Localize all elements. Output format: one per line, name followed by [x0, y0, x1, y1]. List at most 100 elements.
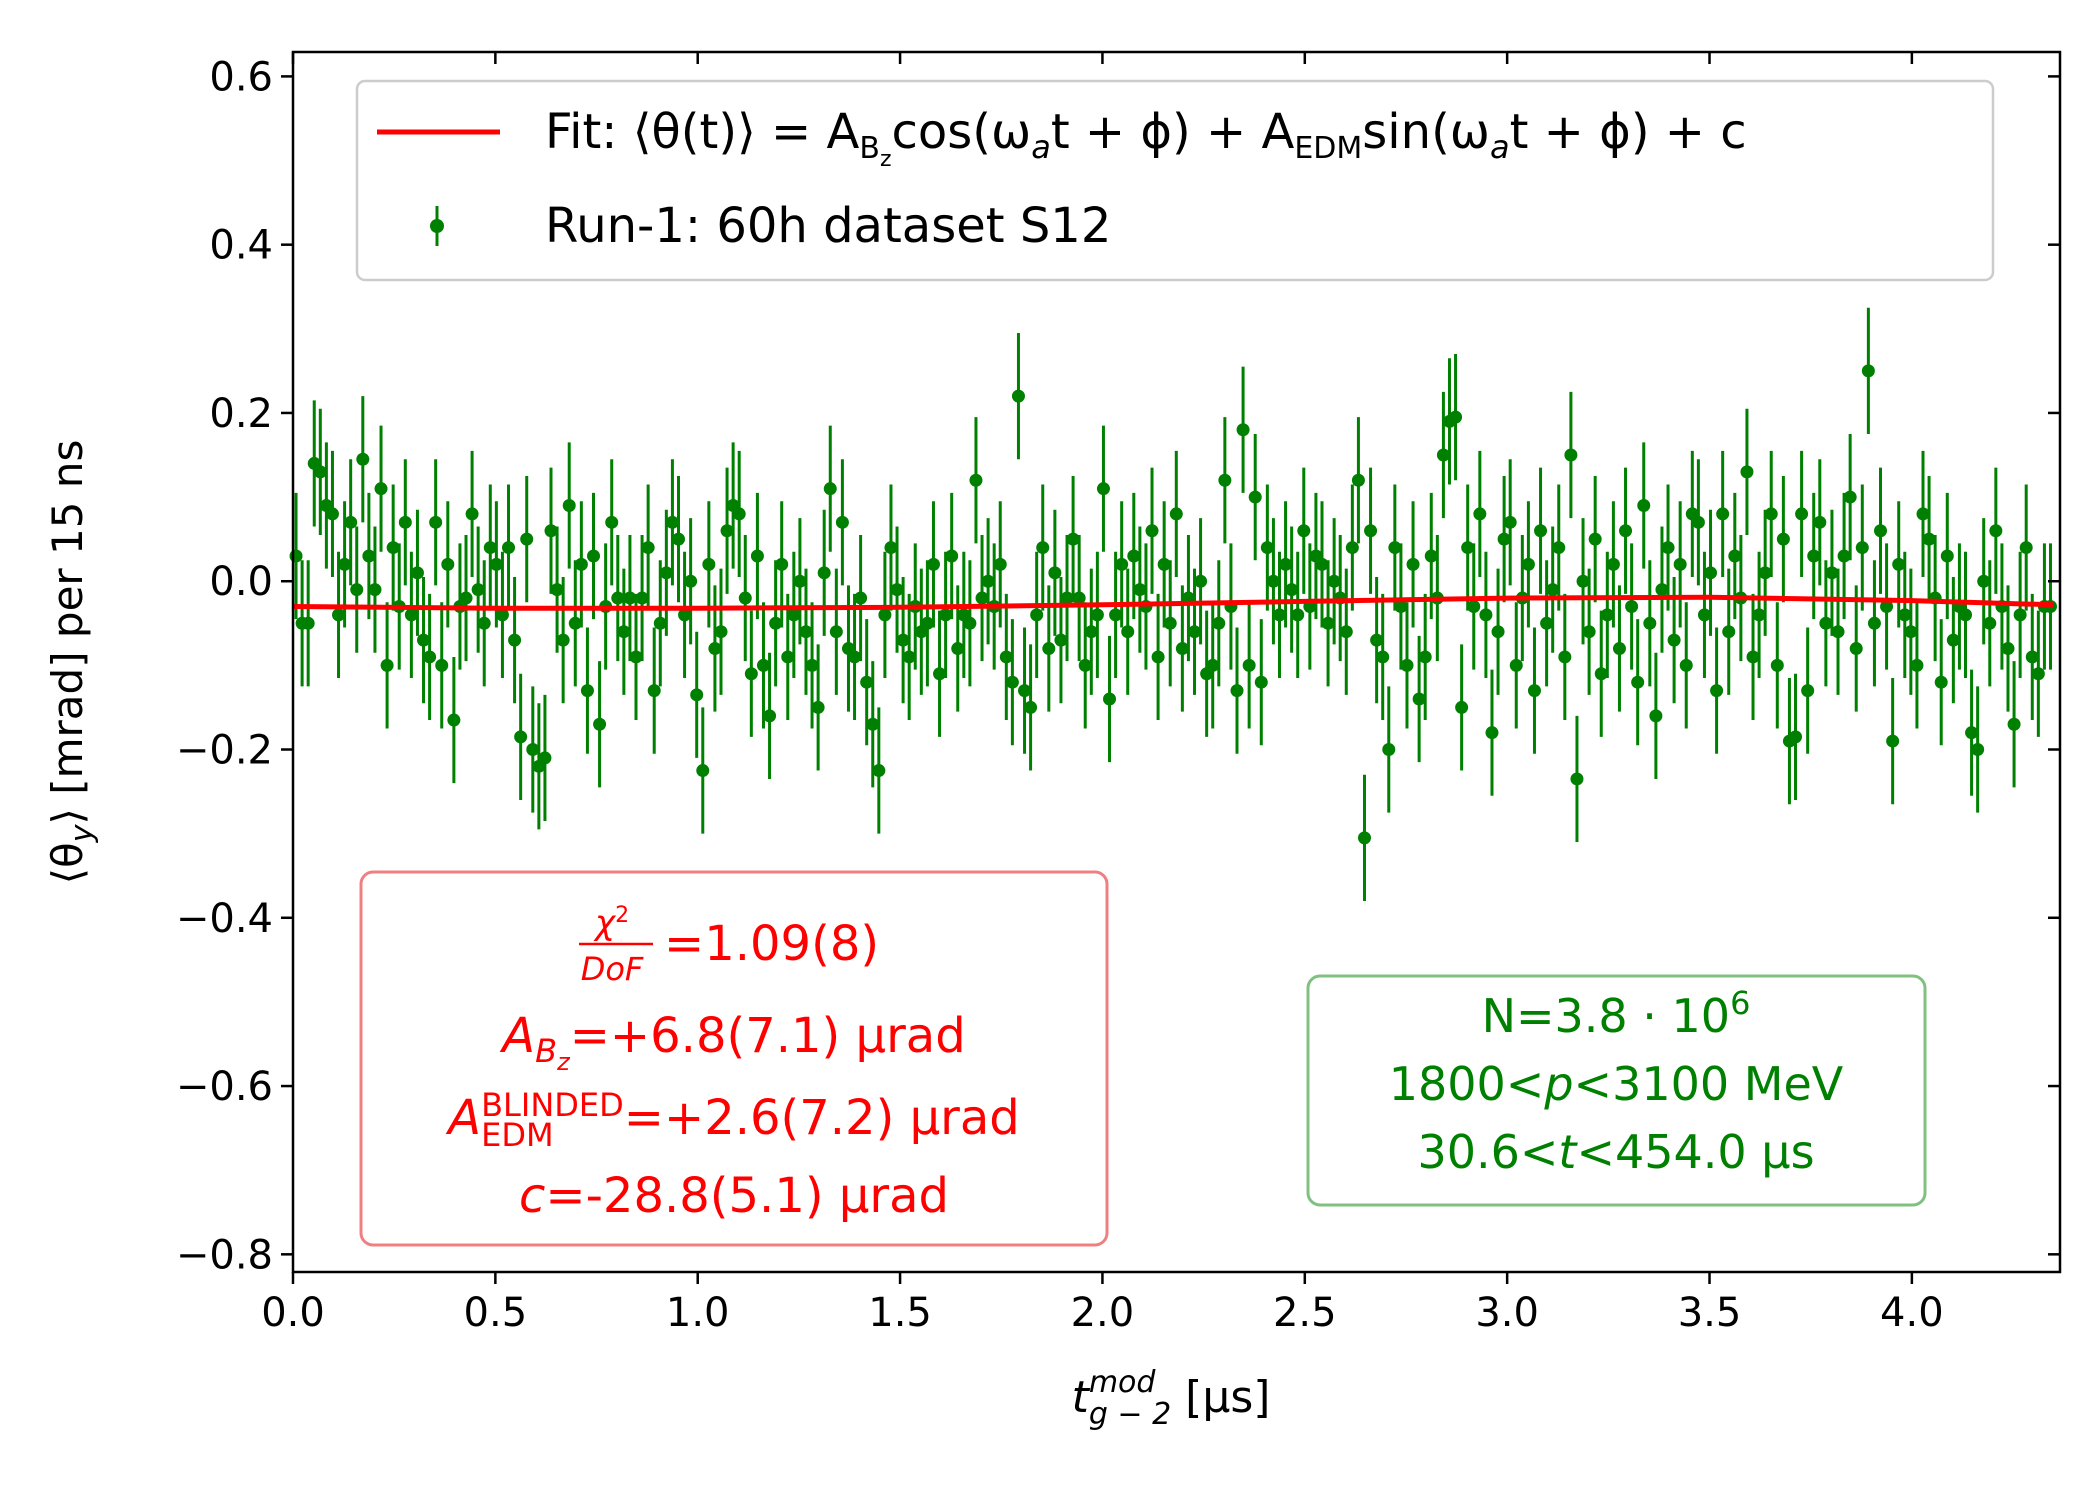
- data-point: [417, 633, 431, 647]
- data-point: [1467, 599, 1481, 613]
- data-point: [1206, 658, 1220, 672]
- legend-part: Fit: ⟨θ(t)⟩ = A: [545, 104, 860, 160]
- data-point: [441, 557, 455, 571]
- data-point: [1479, 608, 1493, 622]
- data-point: [1418, 650, 1432, 664]
- data-point: [1716, 507, 1730, 521]
- data-point: [587, 549, 601, 563]
- x-tick-label: 1.0: [666, 1290, 730, 1336]
- legend-part: B: [859, 131, 880, 166]
- data-point: [781, 650, 795, 664]
- data-point: [1540, 616, 1554, 630]
- legend-part: z: [880, 147, 892, 172]
- data-point: [999, 650, 1013, 664]
- data-point: [641, 541, 655, 555]
- legend-entry: Fit: ⟨θ(t)⟩ = ABzcos(ωat + ϕ) + AEDMsin(…: [545, 104, 1747, 172]
- annotation-text: 1800<p<3100 MeV: [1389, 1057, 1844, 1111]
- data-point: [1722, 625, 1736, 639]
- data-point: [647, 684, 661, 698]
- data-point: [1564, 448, 1578, 462]
- data-point: [1619, 524, 1633, 538]
- data-point: [690, 688, 704, 702]
- legend-marker-swatch: [430, 219, 444, 233]
- data-point: [386, 541, 400, 555]
- data-point: [629, 650, 643, 664]
- data-point: [1977, 574, 1991, 588]
- data-point: [1327, 574, 1341, 588]
- annotation-part: BLINDED: [481, 1086, 624, 1124]
- data-point: [1746, 650, 1760, 664]
- data-point: [1060, 591, 1074, 605]
- data-point: [708, 642, 722, 656]
- data-point: [1600, 608, 1614, 622]
- data-point: [1497, 532, 1511, 546]
- data-point: [854, 591, 868, 605]
- data-point: [1109, 608, 1123, 622]
- data-point: [2025, 650, 2039, 664]
- annotation-part: t: [1558, 1125, 1578, 1179]
- fit-line: [292, 594, 2054, 611]
- data-point: [1837, 549, 1851, 563]
- data-point: [1103, 692, 1117, 706]
- annotation-part: 1800<: [1389, 1057, 1545, 1111]
- dataset-box: N=3.8 · 106 1800<p<3100 MeV 30.6<t<454.0…: [1306, 974, 1927, 1207]
- y-tick-label: −0.8: [176, 1232, 273, 1278]
- data-point: [1503, 515, 1517, 529]
- x-tick-label: 2.5: [1273, 1290, 1337, 1336]
- y-tick-label: 0.6: [209, 54, 273, 100]
- x-axis-label: tmod g − 2 [µs]: [1072, 1365, 1271, 1432]
- data-point: [1449, 410, 1463, 424]
- data-point: [380, 658, 394, 672]
- data-point: [483, 541, 497, 555]
- data-point: [1910, 658, 1924, 672]
- annotation-part: =+6.8(7.1) µrad: [570, 1008, 966, 1064]
- data-point: [1965, 726, 1979, 740]
- data-point: [1789, 730, 1803, 744]
- data-point: [1011, 389, 1025, 403]
- annotation-text: =1.09(8): [664, 916, 879, 972]
- legend-part: cos(ω: [892, 104, 1032, 160]
- data-point: [1248, 490, 1262, 504]
- legend: Fit: ⟨θ(t)⟩ = ABzcos(ωat + ϕ) + AEDMsin(…: [355, 79, 1995, 282]
- data-point: [1983, 616, 1997, 630]
- data-point: [848, 650, 862, 664]
- data-point: [1066, 532, 1080, 546]
- data-point: [1406, 557, 1420, 571]
- data-point: [1254, 675, 1268, 689]
- data-point: [1874, 524, 1888, 538]
- data-point: [1752, 608, 1766, 622]
- data-point: [920, 616, 934, 630]
- data-point: [1971, 743, 1985, 757]
- data-point: [1576, 574, 1590, 588]
- x-tick-label: 2.0: [1071, 1290, 1135, 1336]
- data-point: [1382, 743, 1396, 757]
- data-point: [1188, 625, 1202, 639]
- x-tick-label: 3.0: [1475, 1290, 1539, 1336]
- data-point: [939, 608, 953, 622]
- data-point: [374, 482, 388, 496]
- data-point: [1260, 541, 1274, 555]
- data-point: [1121, 625, 1135, 639]
- annotation-part: p: [1543, 1057, 1573, 1111]
- data-point: [1279, 557, 1293, 571]
- data-point: [325, 507, 339, 521]
- data-point: [1273, 608, 1287, 622]
- data-point: [1637, 499, 1651, 513]
- data-point: [2019, 541, 2033, 555]
- data-point: [1145, 524, 1159, 538]
- data-point: [1485, 726, 1499, 740]
- data-point: [605, 515, 619, 529]
- data-point: [423, 650, 437, 664]
- data-point: [1527, 684, 1541, 698]
- data-point: [1649, 709, 1663, 723]
- data-point: [799, 625, 813, 639]
- data-point: [301, 616, 315, 630]
- data-point: [1704, 566, 1718, 580]
- data-point: [514, 730, 528, 744]
- data-point: [1339, 625, 1353, 639]
- x-tick-label: 0.5: [464, 1290, 528, 1336]
- data-point: [526, 743, 540, 757]
- data-point: [544, 524, 558, 538]
- data-point: [860, 675, 874, 689]
- data-point: [1958, 608, 1972, 622]
